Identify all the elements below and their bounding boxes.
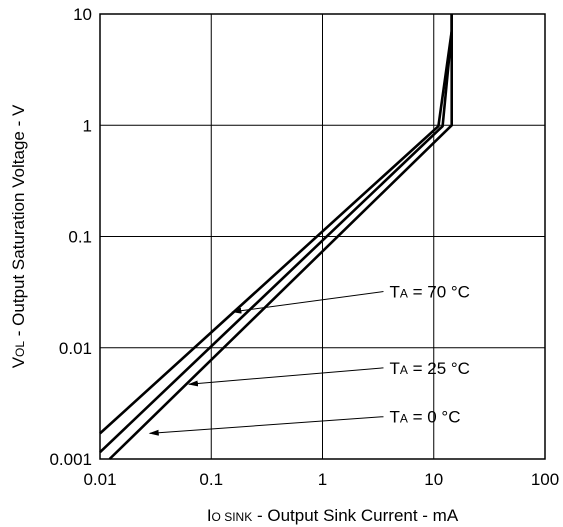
y-tick-label: 1 (83, 116, 92, 135)
annotation-arrow-1 (187, 367, 384, 387)
y-axis-label: VOL - Output Saturation Voltage - V (9, 104, 28, 368)
series-group (99, 14, 454, 460)
series-label-0: TA = 70 °C (389, 283, 470, 302)
y-tick-label: 10 (73, 5, 92, 24)
annotation-arrow-0 (231, 291, 384, 314)
x-tick-label: 1 (318, 470, 327, 489)
x-tick-label: 0.1 (199, 470, 223, 489)
y-tick-labels: 10 1 0.1 0.01 0.001 (49, 5, 92, 469)
y-tick-label: 0.001 (49, 450, 92, 469)
y-tick-label: 0.01 (59, 339, 92, 358)
y-tick-label: 0.1 (68, 228, 92, 247)
annotations-group: TA = 70 °C TA = 25 °C TA = 0 °C (148, 283, 470, 436)
x-tick-label: 10 (424, 470, 443, 489)
series-label-1: TA = 25 °C (389, 359, 470, 378)
series-line-2 (108, 14, 454, 460)
annotation-arrow-2 (148, 416, 384, 436)
x-tick-label: 100 (531, 470, 559, 489)
series-label-2: TA = 0 °C (389, 408, 460, 427)
grid (99, 13, 546, 460)
x-tick-label: 0.01 (83, 470, 116, 489)
x-tick-labels: 0.01 0.1 1 10 100 (83, 470, 559, 489)
plot-frame (99, 13, 546, 460)
x-axis-label: IO SINK - Output Sink Current - mA (207, 506, 459, 525)
